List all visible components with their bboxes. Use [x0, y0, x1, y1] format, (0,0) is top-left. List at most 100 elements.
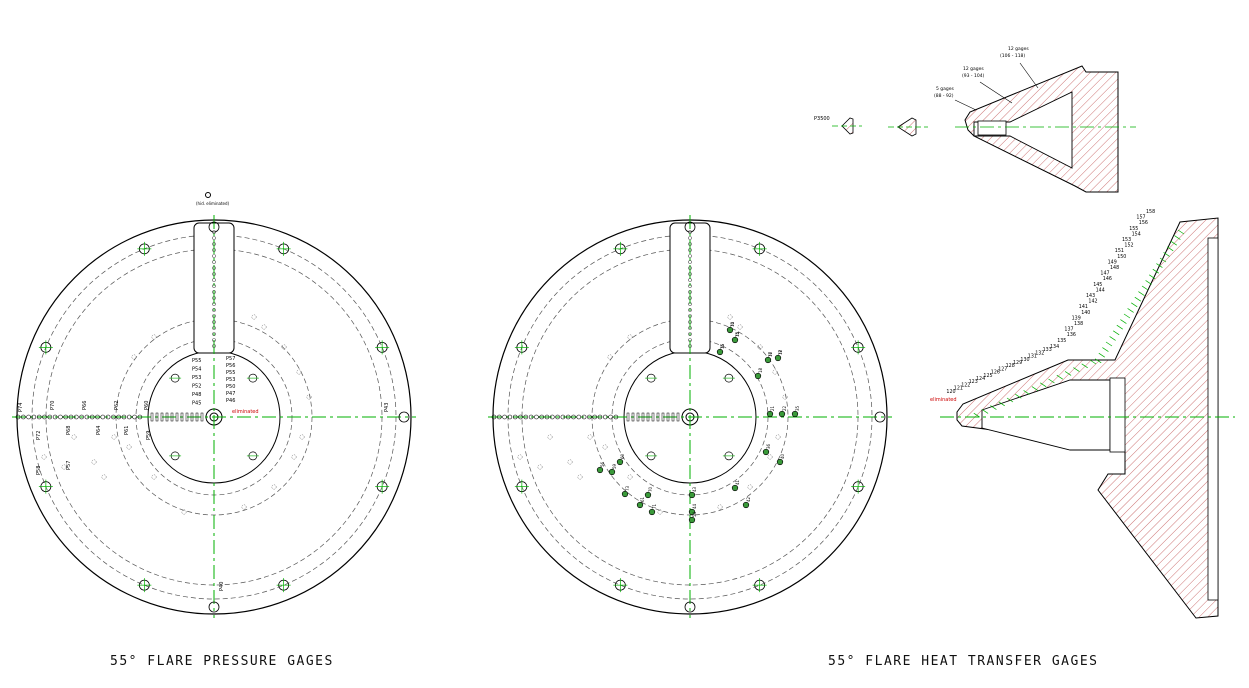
- heat-gage-label: 54: [692, 511, 697, 517]
- row-hole: [84, 414, 90, 420]
- bolt-hole: [38, 340, 53, 355]
- gage-tick: [1109, 336, 1116, 341]
- row-hole: [63, 414, 68, 420]
- gage-tick: [998, 401, 1005, 407]
- bolt-hole: [137, 241, 152, 256]
- slot-dot: [212, 302, 216, 306]
- gage-tick: [1145, 280, 1152, 285]
- gage-label: P55: [192, 358, 201, 364]
- scatter-hole: [296, 369, 302, 375]
- radial-gage-row: [491, 412, 680, 422]
- row-hole: [95, 414, 100, 420]
- bolt-hole: [276, 241, 291, 256]
- gage-tick: [1015, 393, 1022, 399]
- gage-number: 120: [946, 389, 955, 395]
- heat-gage: [778, 410, 786, 418]
- hub-bolt: [722, 373, 735, 383]
- heat-gage-label: 56: [600, 461, 605, 467]
- heat-gage-label: 21: [770, 405, 775, 411]
- gage-tick: [1141, 285, 1149, 291]
- scatter-hole: [261, 324, 267, 330]
- row-slot: [190, 412, 194, 422]
- gage-tick: [1134, 296, 1141, 302]
- heat-gage-label: 75: [735, 331, 740, 337]
- row-slot: [165, 412, 169, 422]
- row-hole: [592, 414, 598, 420]
- gage-number: 138: [1074, 321, 1083, 327]
- gage-number: 126: [991, 370, 1000, 376]
- leader-1: [1019, 62, 1039, 89]
- row-slot: [651, 412, 655, 422]
- gage-tick: [1105, 341, 1113, 347]
- gage-label: P46: [226, 398, 235, 404]
- row-hole: [576, 414, 582, 420]
- row-slot: [636, 412, 640, 422]
- heat-gage-label: 36: [766, 443, 771, 449]
- gage-label: P53: [226, 377, 235, 383]
- radial-gage-row: [15, 412, 204, 422]
- scatter-hole: [627, 334, 633, 340]
- row-hole: [137, 414, 143, 420]
- heat-gage-label: 71: [652, 503, 657, 509]
- row-slot: [200, 412, 204, 422]
- gage-note: (106 - 118): [1000, 53, 1025, 59]
- slot-dot: [688, 326, 692, 330]
- cardinal-hole: [208, 221, 220, 233]
- gage-group-notes: 12 gages(106 - 118)12 gages(93 - 104)5 g…: [934, 46, 1029, 99]
- hub-bolt: [246, 451, 259, 461]
- slot-dot: [688, 302, 692, 306]
- gage-tick: [1040, 382, 1047, 388]
- heat-gage: [731, 336, 739, 344]
- row-hole: [47, 414, 53, 420]
- heat-gage-label: 76: [720, 343, 725, 349]
- hub-bolt: [169, 373, 182, 383]
- slot-dot: [212, 332, 216, 336]
- slot-dot: [688, 254, 692, 258]
- gage-tick: [1123, 313, 1131, 319]
- slot-dot: [688, 314, 692, 318]
- gage-label: P68: [66, 426, 72, 435]
- gage-tick: [1095, 358, 1102, 364]
- heat-gage: [762, 448, 770, 456]
- gage-tick: [1031, 386, 1039, 391]
- scatter-hole: [737, 324, 743, 330]
- heat-gage: [726, 326, 734, 334]
- row-hole: [502, 414, 507, 420]
- gage-number: 145: [1093, 282, 1102, 288]
- scatter-hole: [747, 484, 753, 490]
- cardinal-hole: [208, 601, 220, 613]
- scatter-hole: [717, 504, 723, 510]
- row-hole: [560, 414, 566, 420]
- cardinal-hole: [398, 411, 410, 423]
- hub-bolt: [246, 373, 259, 383]
- slot-dot: [212, 320, 216, 324]
- pressure-gages-view: (hid. eliminated) P55 P54 P53 P52 P48 P45 P57…: [12, 192, 416, 618]
- pressure-caption: 55° FLARE PRESSURE GAGES: [110, 654, 334, 669]
- slot-dot: [688, 284, 692, 288]
- heat-gage: [754, 372, 762, 380]
- row-hole: [111, 414, 116, 420]
- slot-dot: [688, 278, 692, 282]
- scatter-hole: [101, 474, 107, 480]
- row-hole: [587, 414, 592, 420]
- gage-number: 155: [1129, 226, 1138, 232]
- slot-dot: [688, 266, 692, 270]
- slot-dot: [212, 254, 216, 258]
- cardinal-hole: [684, 601, 696, 613]
- row-slot: [656, 412, 660, 422]
- cone-tip-bore: [977, 120, 1007, 136]
- row-hole: [555, 414, 560, 420]
- gage-tick: [1116, 324, 1123, 330]
- slot-dot: [688, 236, 692, 240]
- flare-inner-ring: [1109, 377, 1126, 453]
- heat-gage: [688, 491, 696, 499]
- gage-number: 122: [961, 382, 970, 388]
- heat-gage: [791, 410, 799, 418]
- row-hole: [602, 414, 608, 420]
- bolt-hole: [38, 479, 53, 494]
- bolt-hole: [613, 578, 628, 593]
- cone-bore: [973, 91, 1073, 169]
- row-hole: [491, 414, 497, 420]
- heat-gage-label: 41: [735, 479, 740, 485]
